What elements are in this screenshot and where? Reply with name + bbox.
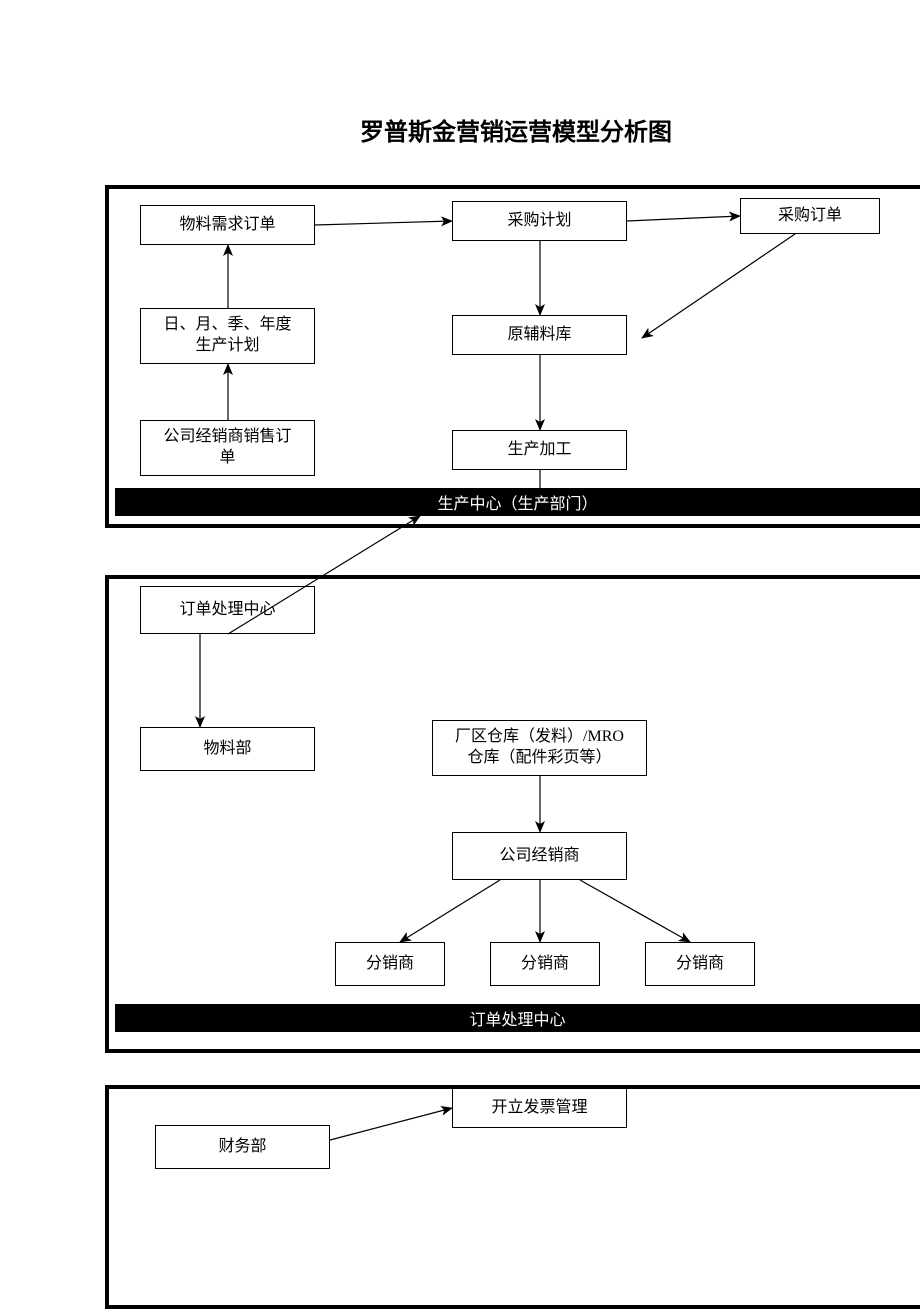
node-production-process: 生产加工 — [452, 430, 627, 470]
node-finance-dept: 财务部 — [155, 1125, 330, 1169]
page-title: 罗普斯金营销运营模型分析图 — [360, 112, 672, 147]
node-raw-material-store: 原辅料库 — [452, 315, 627, 355]
diagram-canvas: 罗普斯金营销运营模型分析图 物料需求订单 采购计划 采购订单 日、月、季、年度 … — [0, 0, 920, 1301]
node-dealer-sales-order: 公司经销商销售订 单 — [140, 420, 315, 476]
node-factory-warehouse: 厂区仓库（发料）/MRO 仓库（配件彩页等） — [432, 720, 647, 776]
node-procurement-plan: 采购计划 — [452, 201, 627, 241]
node-order-processing: 订单处理中心 — [140, 586, 315, 634]
node-material-demand-order: 物料需求订单 — [140, 205, 315, 245]
node-purchase-order: 采购订单 — [740, 198, 880, 234]
node-distributor-1: 分销商 — [335, 942, 445, 986]
node-invoice-mgmt: 开立发票管理 — [452, 1088, 627, 1128]
node-distributor-3: 分销商 — [645, 942, 755, 986]
bar-production-center: 生产中心（生产部门） — [115, 488, 920, 516]
node-production-plan: 日、月、季、年度 生产计划 — [140, 308, 315, 364]
node-company-dealer: 公司经销商 — [452, 832, 627, 880]
bar-order-center: 订单处理中心 — [115, 1004, 920, 1032]
node-distributor-2: 分销商 — [490, 942, 600, 986]
node-material-dept: 物料部 — [140, 727, 315, 771]
